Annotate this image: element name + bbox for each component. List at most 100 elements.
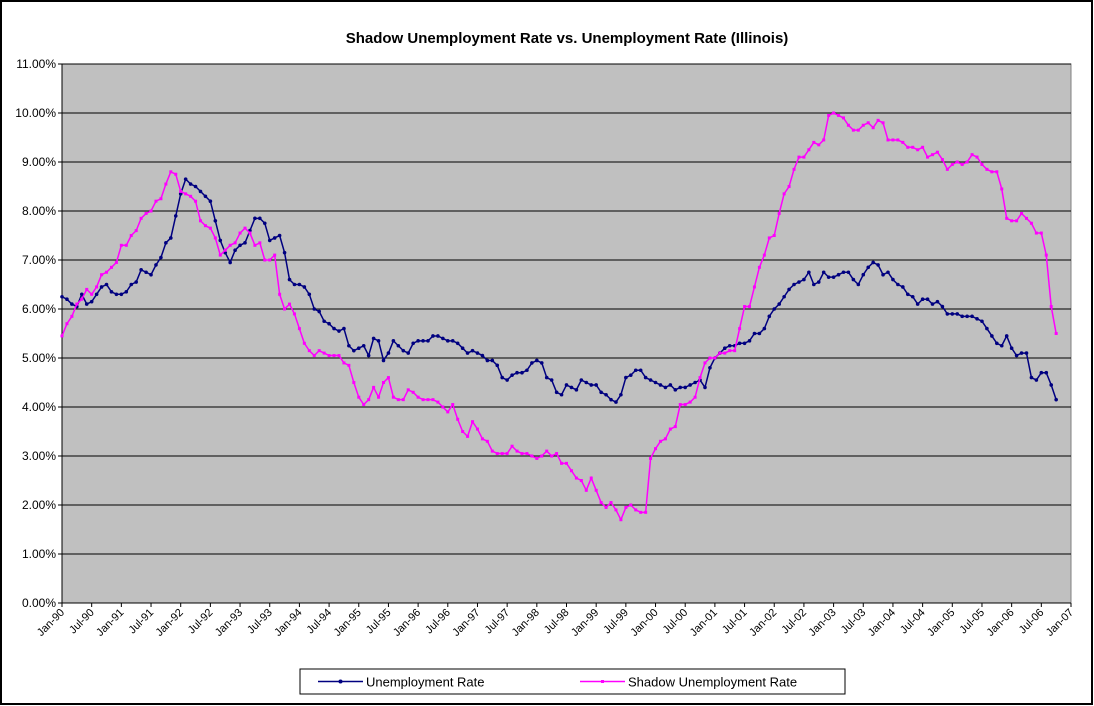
point-marker — [649, 456, 653, 460]
point-marker — [752, 285, 756, 289]
legend-label: Shadow Unemployment Rate — [628, 675, 797, 690]
point-marker — [628, 373, 633, 377]
point-marker — [85, 287, 89, 291]
point-marker — [510, 444, 514, 448]
point-marker — [1009, 346, 1014, 351]
point-marker — [871, 260, 875, 265]
point-marker — [688, 383, 692, 387]
point-marker — [1004, 334, 1009, 338]
point-marker — [876, 118, 880, 122]
point-marker — [916, 148, 920, 152]
point-marker — [826, 275, 831, 279]
point-marker — [485, 358, 490, 363]
series-line — [61, 177, 1057, 404]
y-tick-label: 11.00% — [16, 57, 56, 71]
point-marker — [60, 294, 64, 299]
point-marker — [178, 192, 183, 196]
point-marker — [802, 155, 806, 159]
point-marker — [352, 381, 356, 384]
point-marker — [169, 236, 173, 240]
point-marker — [134, 280, 138, 284]
point-marker — [876, 263, 880, 267]
point-marker — [194, 199, 198, 203]
point-marker — [183, 177, 188, 181]
point-marker — [742, 341, 747, 346]
point-marker — [520, 370, 524, 375]
point-marker — [1014, 353, 1019, 358]
point-marker — [94, 292, 99, 297]
point-marker — [1034, 231, 1038, 235]
point-marker — [465, 351, 470, 355]
point-marker — [673, 425, 677, 429]
point-marker — [752, 331, 757, 336]
point-marker — [525, 452, 529, 456]
legend: Unemployment Rate Shadow Unemployment Rat… — [299, 668, 846, 695]
point-marker — [654, 447, 658, 451]
point-marker — [633, 368, 638, 373]
point-marker — [426, 339, 430, 343]
point-marker — [539, 361, 544, 365]
point-marker — [762, 326, 767, 331]
point-marker — [737, 341, 742, 346]
point-marker — [926, 155, 930, 159]
point-marker — [619, 392, 623, 397]
point-marker — [505, 378, 509, 382]
point-marker — [762, 253, 766, 257]
y-tick-label: 3.00% — [22, 449, 56, 463]
point-marker — [307, 292, 312, 297]
point-marker — [213, 219, 218, 223]
y-tick-label: 7.00% — [22, 253, 56, 267]
point-marker — [396, 343, 401, 348]
chart-title: Shadow Unemployment Rate vs. Unemploymen… — [346, 30, 789, 47]
point-marker — [565, 461, 568, 465]
point-marker — [841, 116, 845, 120]
point-marker — [935, 299, 940, 304]
point-marker — [223, 248, 227, 252]
point-marker — [262, 221, 267, 226]
point-marker — [253, 243, 257, 247]
point-marker — [431, 334, 435, 338]
point-marker — [198, 219, 202, 223]
point-marker — [970, 153, 974, 157]
point-marker — [372, 385, 376, 389]
point-marker — [970, 314, 974, 319]
point-marker — [411, 341, 415, 346]
point-marker — [693, 380, 697, 385]
point-marker — [757, 331, 762, 336]
legend-label: Unemployment Rate — [366, 675, 485, 690]
point-marker — [75, 302, 79, 306]
point-marker — [911, 145, 915, 149]
point-marker — [283, 307, 287, 311]
point-marker — [797, 280, 801, 284]
point-marker — [678, 385, 683, 390]
point-marker — [327, 321, 331, 326]
point-marker — [90, 292, 94, 296]
point-marker — [738, 327, 742, 331]
point-marker — [950, 162, 954, 166]
point-marker — [238, 243, 242, 248]
point-marker — [490, 449, 494, 453]
point-marker — [891, 138, 895, 142]
point-marker — [460, 346, 465, 351]
point-marker — [777, 302, 781, 306]
point-marker — [861, 123, 865, 127]
point-marker — [599, 390, 603, 395]
point-marker — [401, 348, 406, 353]
point-marker — [624, 505, 628, 509]
point-marker — [149, 272, 153, 277]
point-marker — [1054, 397, 1058, 402]
series-line — [61, 112, 1057, 522]
point-marker — [352, 348, 356, 353]
point-marker — [673, 388, 678, 392]
point-marker — [846, 123, 850, 127]
point-marker — [456, 417, 460, 421]
point-marker — [683, 403, 687, 407]
point-marker — [683, 385, 688, 390]
point-marker — [812, 140, 816, 144]
point-marker — [105, 270, 109, 274]
point-marker — [455, 341, 460, 346]
point-marker — [579, 479, 583, 482]
point-marker — [921, 145, 925, 149]
point-marker — [95, 285, 99, 289]
point-marker — [436, 334, 440, 338]
